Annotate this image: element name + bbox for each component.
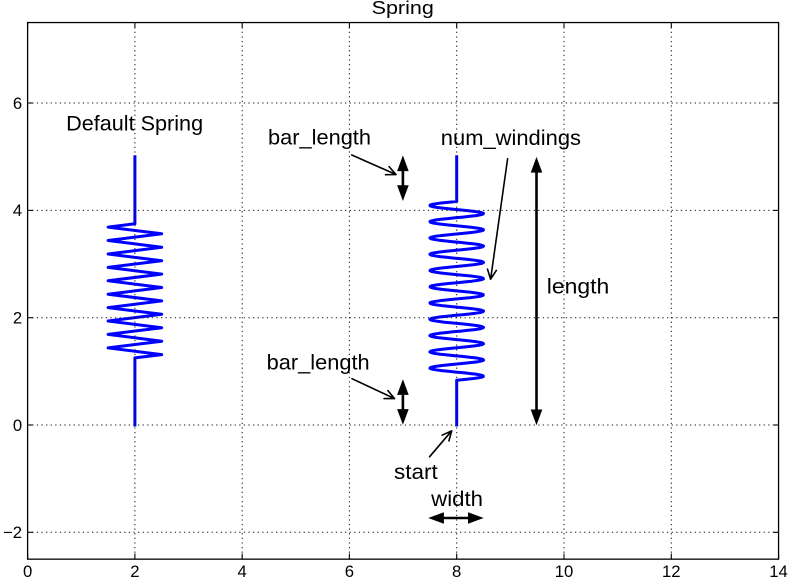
- svg-text:14: 14: [769, 562, 788, 577]
- svg-text:6: 6: [345, 562, 354, 577]
- svg-text:width: width: [430, 487, 483, 511]
- svg-text:Spring: Spring: [372, 0, 434, 18]
- svg-text:8: 8: [452, 562, 461, 577]
- svg-text:10: 10: [555, 562, 574, 577]
- svg-text:12: 12: [662, 562, 681, 577]
- svg-text:0: 0: [23, 562, 32, 577]
- svg-text:4: 4: [238, 562, 247, 577]
- svg-text:bar_length: bar_length: [267, 350, 370, 374]
- svg-text:start: start: [394, 460, 438, 484]
- svg-text:2: 2: [130, 562, 139, 577]
- svg-text:2: 2: [13, 309, 22, 328]
- svg-text:bar_length: bar_length: [268, 125, 371, 149]
- svg-text:length: length: [547, 275, 610, 299]
- svg-text:−2: −2: [3, 523, 22, 542]
- svg-text:Default Spring: Default Spring: [66, 111, 203, 135]
- svg-text:6: 6: [13, 94, 22, 113]
- svg-text:num_windings: num_windings: [441, 126, 581, 150]
- svg-text:4: 4: [13, 201, 22, 220]
- svg-text:0: 0: [13, 416, 22, 435]
